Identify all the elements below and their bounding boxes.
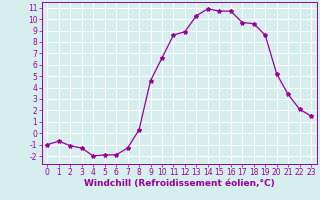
X-axis label: Windchill (Refroidissement éolien,°C): Windchill (Refroidissement éolien,°C) — [84, 179, 275, 188]
